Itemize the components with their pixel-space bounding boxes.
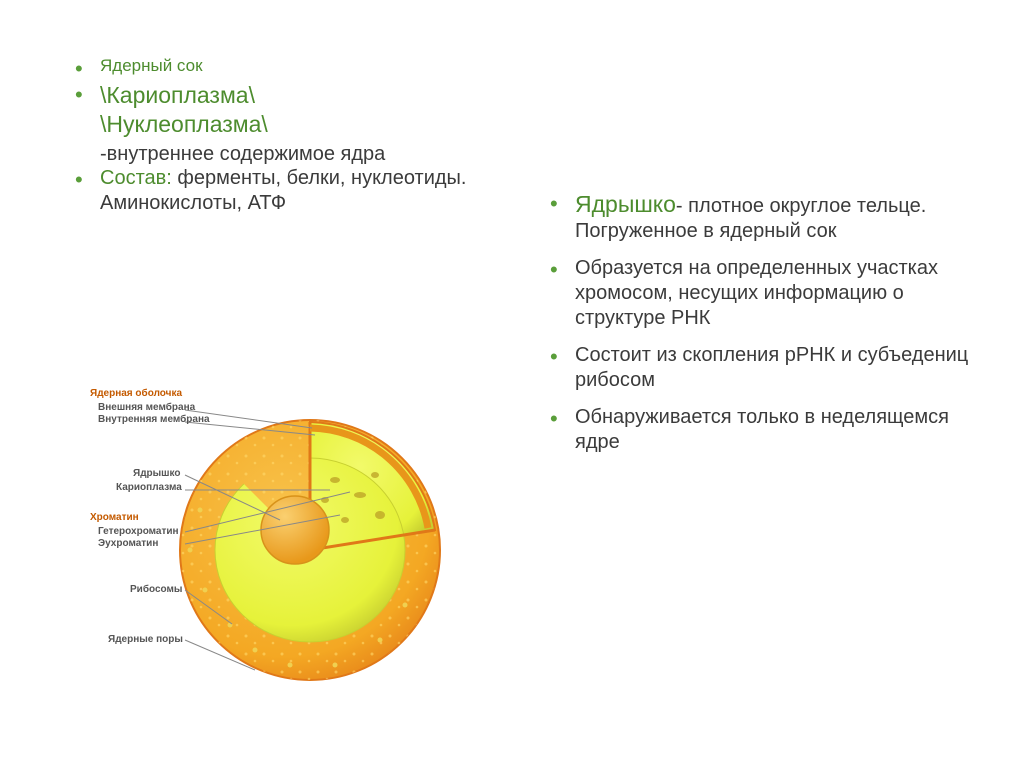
composition-label: Состав: [100, 167, 172, 189]
nucleolus-term: Ядрышко [575, 191, 676, 217]
diagram-label-pores: Ядерные поры [108, 634, 183, 645]
bullet-found: Обнаруживается только в неделящемся ядре [550, 405, 980, 455]
nuclear-sap-label: Ядерный сок [100, 56, 203, 75]
karyoplasm-line1: \Кариоплазма\ [100, 82, 255, 108]
left-text-column: Ядерный сок \Кариоплазма\ \Нуклеоплазма\… [75, 55, 475, 220]
bullet-formation: Образуется на определенных участках хром… [550, 256, 980, 331]
diagram-label-heterochromatin: Гетерохроматин [98, 526, 179, 537]
diagram-header-chromatin: Хроматин [90, 512, 139, 523]
composition-text: Состав: ферменты, белки, нуклеотиды. Ами… [100, 167, 466, 214]
diagram-label-ribosomes: Рибосомы [130, 584, 182, 595]
bullet-composition: Состав: ферменты, белки, нуклеотиды. Ами… [75, 166, 475, 216]
diagram-header-envelope: Ядерная оболочка [90, 388, 182, 399]
diagram-label-karyoplasm: Кариоплазма [116, 482, 182, 493]
diagram-label-euchromatin: Эухроматин [98, 538, 158, 549]
bullet-nuclear-sap: Ядерный сок [75, 55, 475, 77]
diagram-label-inner-membrane: Внутренняя мембрана [98, 414, 210, 425]
right-text-column: Ядрышко- плотное округлое тельце. Погруж… [550, 190, 980, 459]
karyoplasm-line2: \Нуклеоплазма\ [100, 111, 268, 137]
bullet-consists: Состоит из скопления рРНК и субъедениц р… [550, 343, 980, 393]
nucleus-diagram: Ядерная оболочка Внешняя мембрана Внутре… [80, 380, 480, 700]
diagram-label-nucleolus: Ядрышко [133, 468, 181, 479]
description-line: -внутреннее содержимое ядра [75, 143, 475, 166]
bullet-nucleolus-def: Ядрышко- плотное округлое тельце. Погруж… [550, 190, 980, 244]
bullet-karyoplasm: \Кариоплазма\ \Нуклеоплазма\ [75, 81, 475, 139]
diagram-label-outer-membrane: Внешняя мембрана [98, 402, 195, 413]
